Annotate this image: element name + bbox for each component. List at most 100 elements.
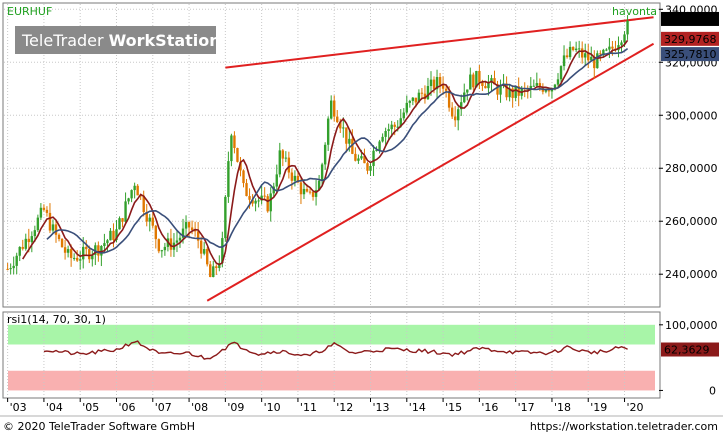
- candle-body: [151, 217, 154, 226]
- candle-body: [260, 195, 263, 201]
- candle-body: [281, 150, 285, 159]
- candle-body: [181, 228, 185, 238]
- price-value-tags: 335,5956 329,9768 325,7810: [661, 11, 719, 62]
- candle-body: [293, 175, 297, 181]
- candle-body: [42, 207, 46, 210]
- x-tick-label: '18: [554, 401, 571, 414]
- candle-body: [202, 249, 206, 254]
- candle-body: [429, 79, 433, 87]
- candle-body: [405, 102, 408, 113]
- x-tick-label: '14: [409, 401, 426, 414]
- candle-body: [33, 230, 37, 237]
- candle-body: [287, 157, 291, 173]
- candle-body: [290, 172, 294, 181]
- candle-body: [278, 150, 281, 175]
- candle-body: [611, 46, 614, 49]
- candle-body: [118, 218, 121, 230]
- candle-body: [54, 224, 58, 235]
- candle-body: [115, 229, 118, 240]
- candle-body: [447, 90, 451, 108]
- candle-body: [97, 245, 100, 256]
- candle-body: [457, 109, 460, 121]
- candle-body: [532, 85, 536, 87]
- x-tick-label: '07: [155, 401, 172, 414]
- candle-body: [329, 100, 333, 119]
- candle-body: [79, 259, 82, 261]
- candle-body: [514, 86, 517, 98]
- candle-body: [484, 85, 487, 89]
- candle-body: [387, 129, 390, 132]
- candle-body: [481, 82, 484, 86]
- last-price-tag: 335,5956: [664, 13, 717, 26]
- candle-body: [574, 48, 578, 51]
- rsi-y-axis: 0 100,0000: [659, 319, 718, 397]
- price-y-tick-label: 240,0000: [665, 268, 718, 281]
- candle-body: [441, 84, 445, 89]
- candle-body: [239, 161, 242, 171]
- source-url[interactable]: https://workstation.teletrader.com: [530, 420, 718, 433]
- candle-body: [233, 135, 236, 148]
- candle-body: [553, 84, 557, 89]
- logo-light: TeleTrader: [21, 31, 104, 50]
- candle-body: [469, 74, 472, 90]
- candle-body: [12, 265, 15, 269]
- candle-body: [393, 124, 396, 127]
- candle-body: [39, 207, 43, 218]
- candle-body: [218, 263, 221, 269]
- trendline: [206, 42, 655, 302]
- candle-body: [438, 77, 442, 85]
- candle-body: [45, 209, 49, 213]
- candle-body: [608, 46, 611, 50]
- candle-body: [363, 156, 366, 164]
- last-price-tag-bg: [661, 11, 719, 26]
- candle-body: [248, 196, 251, 200]
- candle-body: [136, 185, 139, 196]
- candle-body: [6, 268, 9, 270]
- candle-body: [69, 249, 73, 258]
- candle-body: [620, 42, 623, 46]
- candle-body: [127, 198, 130, 202]
- candle-body: [245, 183, 248, 197]
- candle-body: [538, 83, 542, 88]
- candle-body: [360, 156, 363, 159]
- x-tick-label: '04: [46, 401, 63, 414]
- candle-body: [196, 231, 200, 241]
- candle-body: [314, 190, 318, 197]
- candle-body: [305, 188, 309, 192]
- candle-body: [9, 268, 12, 270]
- candle-body: [103, 243, 106, 247]
- candle-body: [605, 49, 608, 51]
- candle-body: [85, 246, 88, 250]
- candle-body: [411, 97, 415, 101]
- ma-fast-tag-bg: [661, 31, 719, 46]
- candle-body: [82, 246, 85, 260]
- candle-body: [496, 84, 499, 95]
- candle-body: [66, 249, 70, 253]
- ma-slow-tag: 325,7810: [664, 48, 717, 61]
- candle-body: [48, 212, 52, 231]
- candle-body: [369, 166, 372, 171]
- candle-body: [487, 82, 490, 89]
- candle-body: [60, 238, 64, 248]
- candle-body: [230, 135, 233, 162]
- rsi-zones: [8, 324, 655, 391]
- trendlines: [206, 16, 655, 302]
- candle-body: [354, 153, 357, 161]
- candle-body: [414, 97, 418, 103]
- candle-body: [178, 237, 182, 241]
- candle-body: [396, 126, 399, 128]
- candle-body: [199, 240, 203, 254]
- candle-body: [493, 78, 496, 85]
- candle-body: [224, 196, 227, 239]
- candle-body: [63, 247, 67, 253]
- candle-body: [148, 217, 151, 222]
- rsi-overbought-zone: [8, 324, 655, 345]
- candle-body: [257, 200, 260, 202]
- price-y-tick-label: 280,0000: [665, 162, 718, 175]
- time-x-axis: '03 '04 '05 '06 '07 '08 '09 '10 '11 '12 '13 '14 '15 '…: [7, 398, 644, 414]
- candle-body: [547, 90, 551, 92]
- candle-body: [221, 238, 224, 264]
- candle-body: [596, 53, 599, 69]
- candle-body: [284, 157, 288, 159]
